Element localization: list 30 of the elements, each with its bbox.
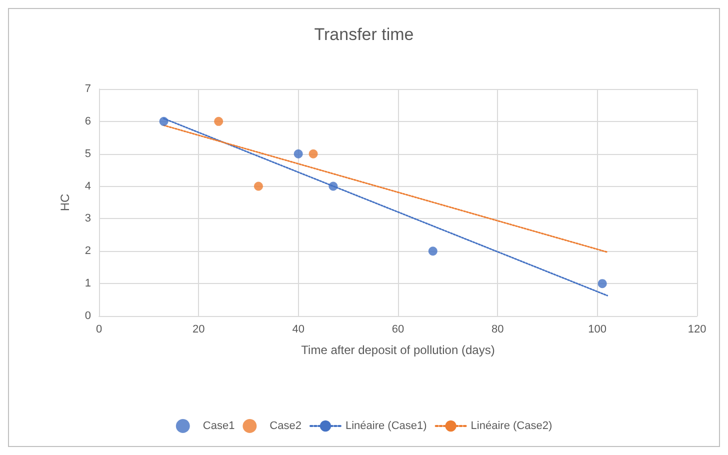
- y-tick-label: 5: [84, 148, 91, 160]
- y-tick-label: 7: [84, 83, 91, 95]
- point: [308, 149, 318, 158]
- point: [328, 182, 338, 191]
- legend-label: Case2: [270, 420, 302, 432]
- y-tick-label: 0: [84, 310, 91, 322]
- x-tick-label: 80: [492, 324, 504, 336]
- point: [294, 149, 303, 158]
- x-tick-label: 120: [688, 324, 706, 336]
- point: [214, 116, 224, 126]
- y-tick-label: 3: [84, 212, 91, 225]
- y-tick-label: 1: [84, 278, 91, 290]
- y-tick-label: 4: [84, 180, 91, 192]
- x-tick-label: 20: [192, 324, 205, 336]
- y-axis-title: HC: [58, 194, 72, 212]
- chart-title: Transfer time: [314, 25, 414, 44]
- x-tick-label: 0: [96, 324, 102, 336]
- point: [428, 246, 438, 256]
- point: [159, 116, 168, 126]
- x-axis-title: Time after deposit of pollution (days): [301, 343, 495, 357]
- y-tick-label: 2: [84, 245, 91, 258]
- y-tick-label: 6: [84, 115, 91, 128]
- x-tick-label: 40: [292, 324, 304, 336]
- legend-label: Linéaire (Case1): [345, 420, 427, 432]
- x-tick-label: 100: [588, 324, 607, 336]
- legend-label: Linéaire (Case2): [470, 420, 552, 432]
- point: [598, 279, 607, 288]
- x-tick-label: 60: [392, 324, 404, 336]
- legend-label: Case1: [202, 420, 235, 432]
- point: [254, 182, 263, 191]
